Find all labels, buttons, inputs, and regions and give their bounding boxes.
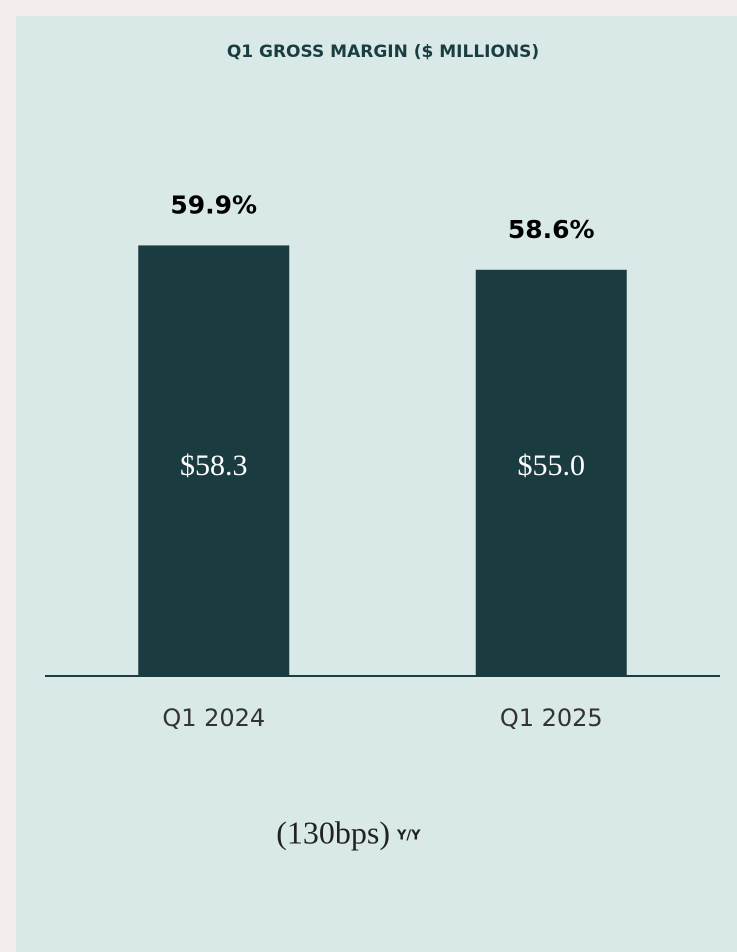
panel — [16, 16, 737, 952]
chart-title: Q1 GROSS MARGIN ($ MILLIONS) — [227, 42, 539, 62]
margin-label: 58.6% — [508, 215, 595, 244]
bar — [475, 269, 627, 676]
annotation: (130bps) — [276, 814, 390, 850]
bar — [138, 245, 290, 677]
value-label: $58.3 — [180, 449, 248, 482]
annotation-suffix: Y/Y — [396, 829, 421, 844]
margin-label: 59.9% — [170, 190, 257, 219]
x-tick-label: Q1 2024 — [162, 704, 265, 732]
value-label: $55.0 — [518, 449, 586, 482]
x-tick-label: Q1 2025 — [500, 704, 603, 732]
